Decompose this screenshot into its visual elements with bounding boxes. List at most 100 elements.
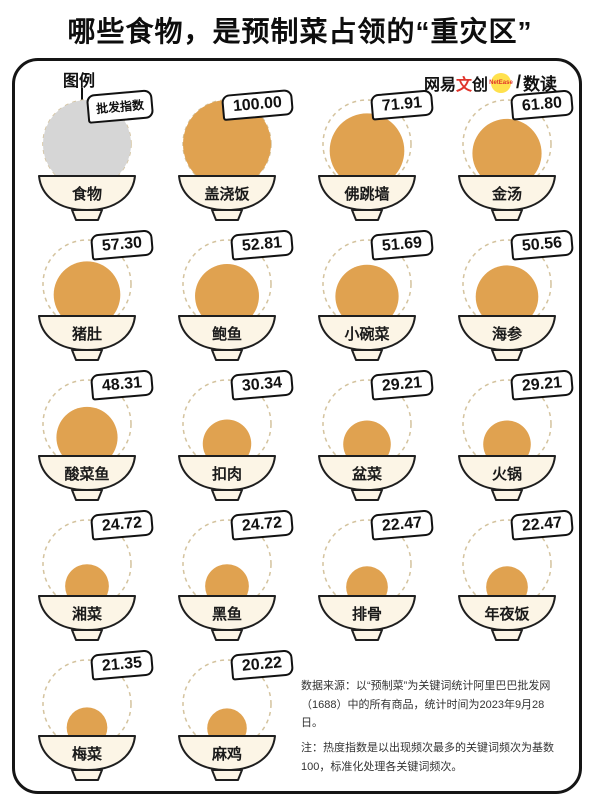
bowl-foot — [491, 349, 523, 361]
bowl-foot — [71, 349, 103, 361]
full-size-dashed-circle — [42, 239, 132, 329]
footnote-method: 注：热度指数是以出现频次最多的关键词频次为基数100，标准化处理各关键词频次。 — [301, 742, 554, 773]
full-size-dashed-circle — [322, 379, 412, 469]
food-name: 扣肉 — [212, 465, 242, 483]
bowl-cell: 61.80 金汤 — [437, 89, 577, 231]
food-name: 排骨 — [352, 605, 382, 623]
full-size-dashed-circle — [462, 239, 552, 329]
bowl-cell: 20.22 麻鸡 — [157, 649, 297, 791]
index-value-tag: 71.91 — [369, 89, 435, 121]
full-size-dashed-circle — [182, 379, 272, 469]
bowl-foot — [71, 489, 103, 501]
logo-text-wen: 文 — [455, 76, 472, 94]
index-value-tag: 22.47 — [509, 509, 575, 541]
full-size-dashed-circle — [42, 379, 132, 469]
bowl-cell: 29.21 火锅 — [437, 369, 577, 511]
index-value-tag: 50.56 — [509, 229, 575, 261]
bowl-foot — [491, 629, 523, 641]
bowl-foot — [211, 769, 243, 781]
full-size-dashed-circle — [182, 239, 272, 329]
bowl-foot — [351, 209, 383, 221]
bowl-graphic: 扣肉 — [178, 379, 276, 501]
bowl-graphic: 小碗菜 — [318, 239, 416, 361]
bowl-graphic: 盆菜 — [318, 379, 416, 501]
bowl-graphic: 酸菜鱼 — [38, 379, 136, 501]
bowl-graphic: 湘菜 — [38, 519, 136, 641]
bowl-cell: 57.30 猪肚 — [17, 229, 157, 371]
food-name: 小碗菜 — [344, 325, 389, 343]
index-value-tag: 29.21 — [509, 369, 575, 401]
bowl-cell: 50.56 海参 — [437, 229, 577, 371]
food-name: 猪肚 — [71, 325, 102, 343]
food-name: 海参 — [492, 325, 523, 343]
index-dome — [195, 264, 259, 328]
bowl-cell: 22.47 排骨 — [297, 509, 437, 651]
food-name: 鲍鱼 — [212, 325, 242, 343]
index-dome — [183, 100, 271, 188]
full-size-dashed-circle — [322, 239, 412, 329]
full-size-dashed-circle — [182, 659, 272, 749]
legend-bowl-cell: 批发指数食物 — [17, 89, 157, 231]
legend-bowl-graphic: 食物 — [38, 99, 136, 221]
bowl-graphic: 黑鱼 — [178, 519, 276, 641]
bowl-cell: 24.72 湘菜 — [17, 509, 157, 651]
index-dome — [56, 406, 118, 468]
index-value-tag: 61.80 — [509, 89, 575, 121]
index-value-tag: 20.22 — [229, 649, 295, 681]
food-name: 梅菜 — [72, 745, 102, 763]
food-name: 麻鸡 — [211, 745, 242, 763]
food-name: 食物 — [72, 185, 102, 203]
food-name: 佛跳墙 — [343, 185, 389, 203]
full-size-dashed-circle — [322, 99, 412, 189]
bowl-graphic: 鲍鱼 — [178, 239, 276, 361]
logo-slash: / — [515, 72, 521, 92]
bowl-graphic: 火锅 — [458, 379, 556, 501]
bowl-cell: 100.00 盖浇饭 — [157, 88, 297, 231]
legend-connector-line — [81, 88, 83, 101]
legend-label: 图例 — [63, 73, 96, 90]
bowl-cell: 71.91 佛跳墙 — [297, 89, 437, 231]
page-title: 哪些食物，是预制菜占领的“重灾区” — [67, 16, 533, 47]
full-size-dashed-circle — [322, 519, 412, 609]
index-value-tag: 24.72 — [89, 509, 155, 541]
bowl-graphic: 海参 — [458, 239, 556, 361]
index-value-tag: 48.31 — [89, 369, 155, 401]
bowl-foot — [351, 349, 383, 361]
logo-product-name: 数读 — [523, 75, 557, 94]
food-name: 湘菜 — [72, 605, 102, 623]
bowl-cell: 51.69 小碗菜 — [297, 229, 437, 371]
food-name: 火锅 — [492, 465, 522, 483]
bowl-foot — [71, 629, 103, 641]
index-value-tag: 51.69 — [369, 229, 435, 261]
footnotes: 数据来源：以“预制菜”为关键词统计阿里巴巴批发网（1688）中的所有商品，统计时… — [297, 651, 577, 791]
bowl-foot — [71, 769, 103, 781]
index-dome — [335, 264, 399, 328]
bowl-foot — [491, 489, 523, 501]
food-name: 金汤 — [491, 185, 522, 203]
bowl-foot — [211, 209, 243, 221]
bowl-grid: 批发指数 食物 100.00 盖浇饭 71.91 佛跳墙 61.80 金汤 57.30 猪肚 52.… — [17, 88, 577, 791]
netease-logo: 网易文创 NetEase / 数读 — [424, 70, 557, 95]
netease-badge-icon: NetEase — [489, 72, 513, 93]
bowl-foot — [491, 209, 523, 221]
bowl-graphic: 金汤 — [458, 99, 556, 221]
bowl-cell: 48.31 酸菜鱼 — [17, 369, 157, 511]
bowl-cell: 29.21 盆菜 — [297, 369, 437, 511]
index-value-tag: 30.34 — [229, 369, 295, 401]
bowl-graphic: 麻鸡 — [178, 659, 276, 781]
content-frame: 图例 网易文创 NetEase / 数读 批发指数 食物 100.00 盖浇饭 71.9… — [12, 58, 582, 794]
food-name: 黑鱼 — [212, 605, 242, 623]
bowl-foot — [71, 209, 103, 221]
full-size-dashed-circle — [182, 519, 272, 609]
index-value-tag: 21.35 — [89, 649, 155, 681]
legend-index-tag: 批发指数 — [85, 89, 155, 124]
bowl-graphic: 梅菜 — [38, 659, 136, 781]
index-dome — [53, 261, 121, 328]
bowl-graphic: 排骨 — [318, 519, 416, 641]
index-dome — [472, 118, 542, 188]
logo-text-netease: 网易 — [423, 76, 456, 94]
index-value-tag: 52.81 — [229, 229, 295, 261]
bowl-cell: 52.81 鲍鱼 — [157, 229, 297, 371]
full-size-dashed-circle — [42, 659, 132, 749]
index-value-tag: 24.72 — [229, 509, 295, 541]
